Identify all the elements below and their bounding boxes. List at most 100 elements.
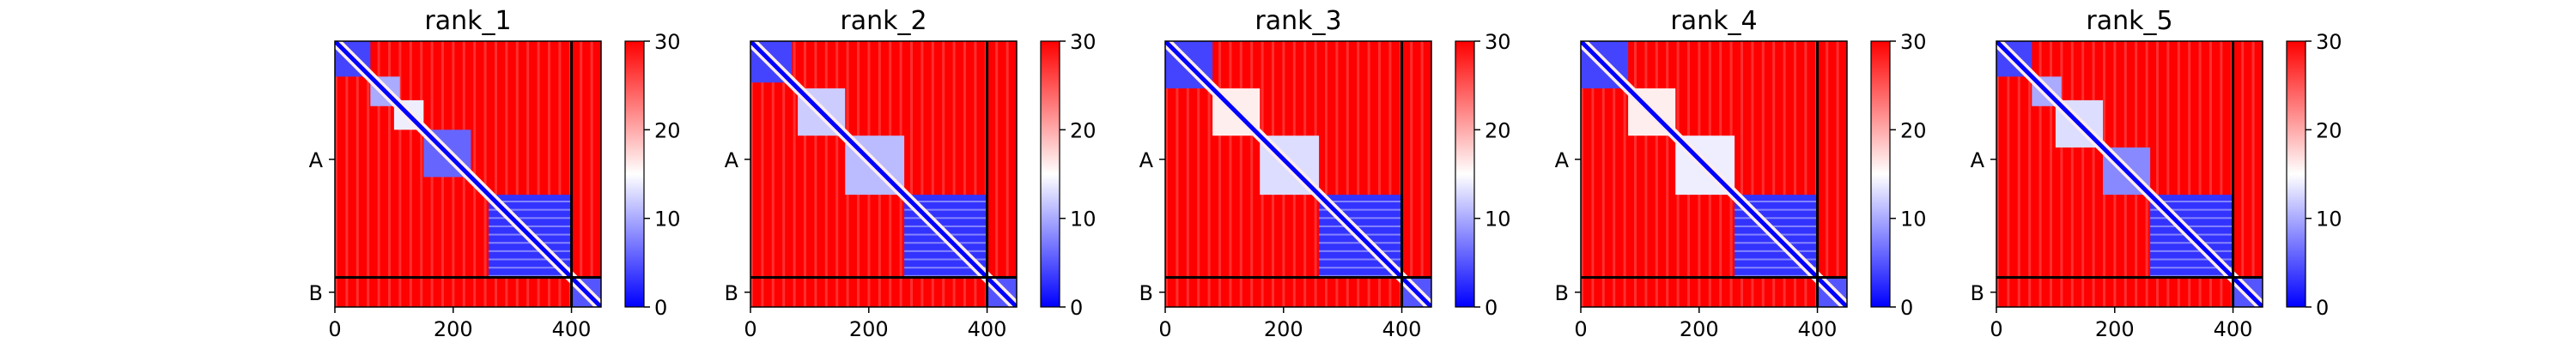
heatmap-cells [1581,41,1847,307]
heatmap-stripe [2092,41,2095,307]
heatmap-band [1319,267,1402,269]
colorbar-tick-label: 30 [1485,30,1511,54]
heatmap-stripe [1613,41,1616,307]
heatmap-stripe [1666,41,1669,307]
heatmap-stripe [1420,41,1424,307]
heatmap-band [489,208,572,211]
heatmap-band [1319,250,1402,252]
x-tick-label: 0 [328,317,341,341]
heatmap-stripe [377,41,380,307]
heatmap-stripe [1165,41,1168,307]
chart-title: rank_2 [840,6,927,36]
heatmap-band [1735,208,1818,211]
heatmap-stripe [2220,41,2223,307]
heatmap-stripe [1186,41,1189,307]
heatmap-stripe [814,41,817,307]
heatmap-stripe [1826,41,1829,307]
heatmap-frame [334,40,602,308]
x-tick-label: 400 [1382,317,1422,341]
heatmap-stripe [345,41,349,307]
x-tick-label: 200 [849,317,889,341]
colorbar [1455,40,1475,308]
heatmap-stripe [548,41,550,307]
heatmap-stripe [2017,41,2020,307]
heatmap-stripe [558,41,562,307]
heatmap-stripe [804,41,806,307]
heatmap-band [1319,258,1402,261]
heatmap-frame [1164,40,1432,308]
diagonal-line [750,41,1017,307]
heatmap-band [904,250,987,252]
y-tick-label: B [1971,281,1984,305]
heatmap-stripe [483,41,487,307]
heatmap-stripe [505,41,508,307]
y-tick-label: B [725,281,738,305]
colorbar-tick-label: 0 [1070,296,1083,320]
heatmap-band [1319,217,1402,220]
heatmap-stripe [1176,41,1179,307]
chart-title: rank_5 [2086,6,2172,36]
heatmap-stripe [793,41,796,307]
heatmap-stripe [580,41,583,307]
heatmap-stripe [2038,41,2042,307]
heatmap-band [904,225,987,227]
heatmap-band [904,208,987,211]
heatmap-cells [1165,41,1431,307]
heatmap-stripe [1357,41,1360,307]
x-tick-label: 0 [1574,317,1587,341]
heatmap-cells [1996,41,2263,307]
colorbar-tick-label: 0 [2316,296,2329,320]
colorbar-tick-label: 10 [2316,208,2342,232]
heatmap-stripe [2081,41,2085,307]
heatmap-stripe [495,41,497,307]
heatmap-stripe [835,41,839,307]
heatmap-stripe [420,41,423,307]
heatmap-stripe [1335,41,1339,307]
heatmap-stripe [2060,41,2063,307]
x-tick-label: 400 [552,317,592,341]
heatmap-band [2150,250,2233,252]
heatmap-stripe [1772,41,1776,307]
colorbar-tick-label: 10 [1070,208,1097,232]
heatmap-band [1735,217,1818,220]
diagonal-line [1165,41,1431,307]
heatmap-stripe [1410,41,1413,307]
heatmap-frame [1996,40,2263,308]
heatmap-stripe [2188,41,2191,307]
y-tick-label: B [1555,281,1569,305]
heatmap-band [1735,250,1818,252]
heatmap-stripe [1836,41,1839,307]
heatmap-band [1735,225,1818,227]
x-tick-label: 0 [744,317,756,341]
heatmap-stripe [1741,41,1743,307]
heatmap-stripe [537,41,540,307]
heatmap-frame [1580,40,1848,308]
y-tick-label: A [309,148,324,172]
colorbar [624,40,645,308]
colorbar-tick-label: 0 [1900,296,1913,320]
chart-title: rank_4 [1670,6,1757,36]
heatmap-stripe [1761,41,1765,307]
x-tick-label: 0 [1990,317,2002,341]
heatmap-stripe [2050,41,2052,307]
heatmap-stripe [910,41,913,307]
chart-title: rank_3 [1255,6,1341,36]
heatmap-stripe [974,41,977,307]
heatmap-stripe [1623,41,1626,307]
heatmap-stripe [1367,41,1370,307]
heatmap-stripe [942,41,945,307]
heatmap-band [1735,258,1818,261]
y-tick-label: A [1555,148,1570,172]
heatmap-band [2150,225,2233,227]
heatmap-stripe [1197,41,1200,307]
heatmap-stripe [2070,41,2074,307]
heatmap-stripe [1346,41,1349,307]
heatmap-band [489,250,572,252]
y-tick-label: A [1971,148,1985,172]
colorbar [1870,40,1891,308]
heatmap-stripe [2156,41,2159,307]
heatmap-stripe [750,41,753,307]
heatmap-stripe [1794,41,1796,307]
